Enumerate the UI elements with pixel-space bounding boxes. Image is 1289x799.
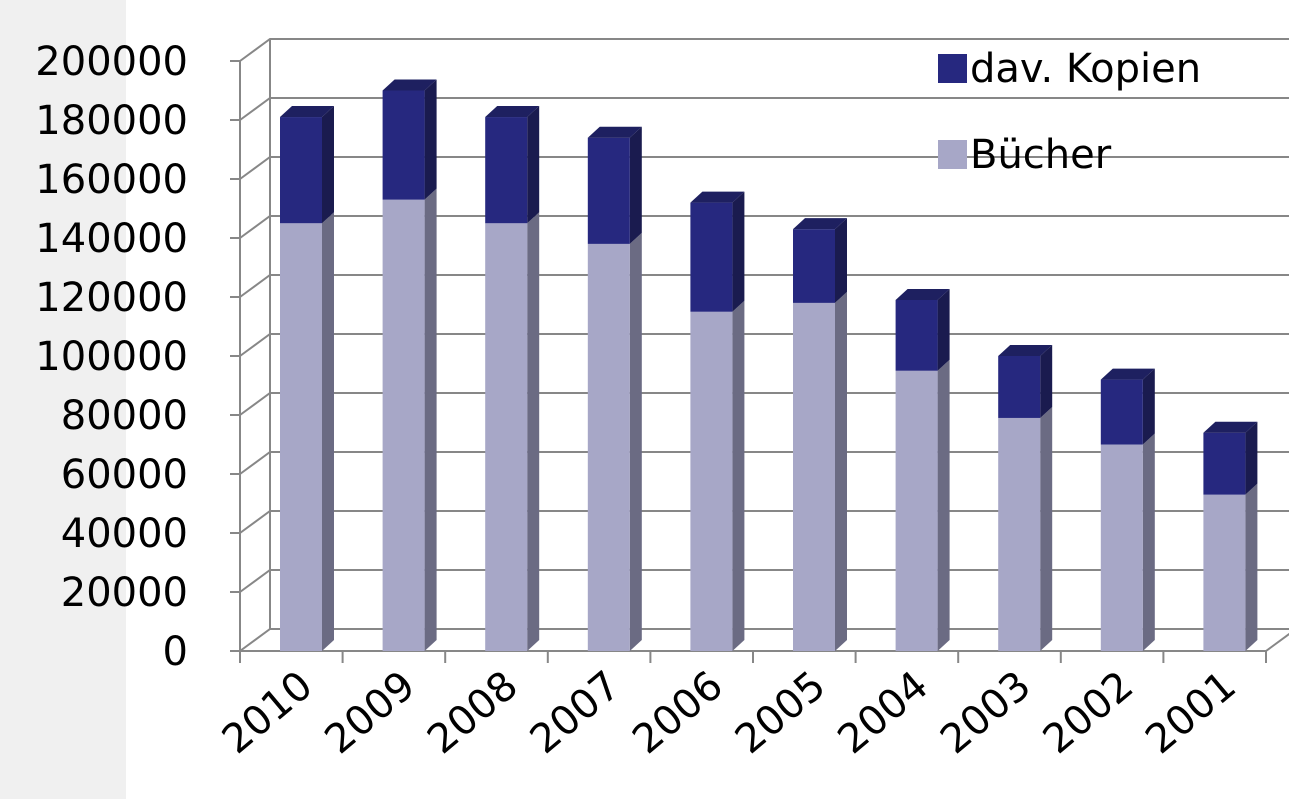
bar-buecher-2006 — [690, 311, 733, 651]
x-tick-label: 2004 — [829, 662, 937, 763]
bar-top-cap — [485, 106, 540, 118]
bar-side-kopien — [835, 218, 847, 303]
bar-kopien-2004 — [895, 299, 938, 371]
bar-kopien-2009 — [382, 90, 425, 200]
bar-side-buecher — [1040, 406, 1053, 651]
bar-buecher-2005 — [793, 302, 835, 651]
y-tick-label: 160000 — [35, 157, 188, 203]
legend-swatch — [938, 140, 967, 169]
y-tick-label: 200000 — [35, 39, 188, 85]
x-tick-label: 2006 — [624, 662, 732, 763]
y-tick-label: 140000 — [35, 216, 188, 262]
x-tick-label: 2003 — [932, 662, 1040, 763]
bar-kopien-2008 — [485, 117, 528, 224]
bar-top-cap — [793, 218, 847, 230]
bar-side-kopien — [732, 191, 745, 312]
x-tick-label: 2009 — [316, 662, 424, 763]
bar-side-kopien — [1040, 345, 1053, 418]
bars — [280, 79, 1258, 651]
bar-kopien-2002 — [1100, 379, 1143, 445]
bar-buecher-2010 — [280, 223, 322, 651]
x-tick-label: 2008 — [419, 662, 527, 763]
bar-side-kopien — [937, 288, 950, 371]
bar-kopien-2005 — [793, 229, 835, 303]
bar-buecher-2009 — [382, 199, 425, 651]
bar-top-cap — [998, 345, 1053, 356]
floor-edge — [1265, 632, 1289, 652]
bar-top-cap — [1203, 421, 1258, 433]
legend-label: dav. Kopien — [970, 46, 1201, 92]
bar-top-cap — [895, 288, 950, 300]
legend-swatch — [938, 54, 967, 83]
y-tick-label: 20000 — [61, 570, 188, 616]
bar-kopien-2006 — [690, 202, 733, 312]
bar-side-buecher — [1142, 433, 1155, 651]
y-tick-label: 120000 — [35, 275, 188, 321]
y-tick-label: 80000 — [61, 393, 188, 439]
x-tick-label: 2007 — [522, 662, 630, 763]
legend-label: Bücher — [970, 132, 1112, 178]
y-axis-tick-labels: 0 20000 40000 60000 80000 100000 120000 140000 1… — [35, 39, 188, 675]
y-tick-label: 60000 — [61, 452, 188, 498]
bar-side-kopien — [527, 106, 540, 224]
bar-top-cap — [382, 79, 437, 91]
bar-side-buecher — [937, 359, 950, 651]
bar-side-kopien — [629, 126, 642, 244]
legend: dav. Kopien Bücher — [938, 46, 1201, 178]
bar-side-kopien — [1245, 421, 1258, 495]
bar-top-cap — [280, 106, 334, 118]
x-tick-label: 2005 — [727, 662, 835, 763]
bar-kopien-2010 — [280, 117, 322, 224]
bar-top-cap — [1100, 368, 1155, 380]
left-side-strip — [0, 0, 126, 799]
y-tick-label: 40000 — [61, 511, 188, 557]
bar-side-buecher — [1245, 483, 1258, 651]
y-tick-label: 100000 — [35, 334, 188, 380]
bar-side-buecher — [835, 291, 847, 651]
bar-buecher-2002 — [1100, 444, 1143, 651]
bar-side-kopien — [322, 106, 334, 224]
bar-side-buecher — [424, 188, 437, 651]
bar-side-buecher — [322, 212, 334, 651]
bar-side-buecher — [732, 300, 745, 651]
bar-buecher-2007 — [587, 243, 630, 651]
bar-top-cap — [587, 126, 642, 138]
bar-top-cap — [690, 191, 745, 203]
bar-buecher-2008 — [485, 223, 528, 651]
bar-buecher-2001 — [1203, 494, 1246, 651]
x-tick-label: 2010 — [214, 662, 322, 763]
bar-side-kopien — [1142, 368, 1155, 445]
bar-buecher-2004 — [895, 370, 938, 651]
bar-side-buecher — [527, 212, 540, 651]
y-tick-label: 0 — [163, 629, 188, 675]
bar-side-kopien — [424, 79, 437, 200]
bar-kopien-2003 — [998, 356, 1041, 418]
bar-buecher-2003 — [998, 417, 1041, 651]
x-tick-label: 2001 — [1137, 662, 1245, 763]
bar-kopien-2001 — [1203, 432, 1246, 495]
gridlines — [230, 38, 1289, 663]
bar-side-buecher — [629, 232, 642, 651]
bar-kopien-2007 — [587, 137, 630, 244]
x-tick-label: 2002 — [1035, 662, 1143, 763]
y-tick-label: 180000 — [35, 98, 188, 144]
